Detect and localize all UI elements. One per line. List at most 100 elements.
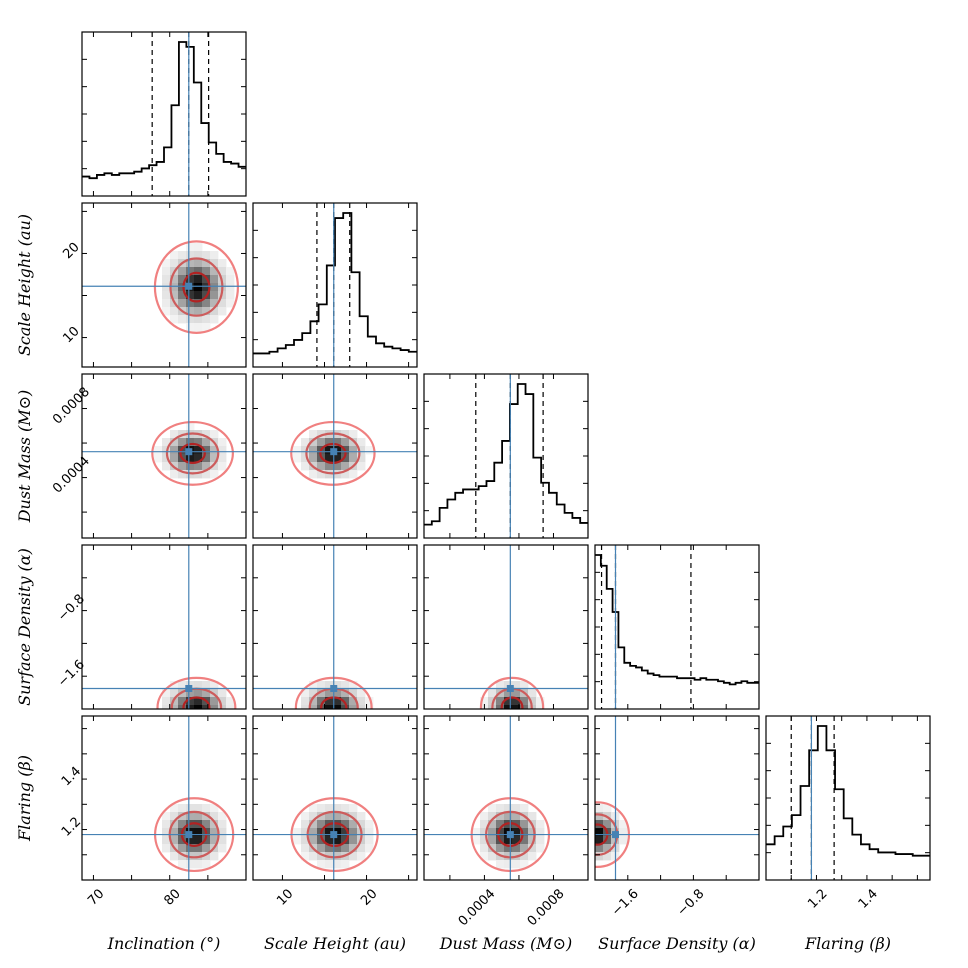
- density-cell: [178, 299, 187, 308]
- density-cell: [194, 259, 203, 268]
- density-cell: [301, 852, 310, 861]
- density-cell: [496, 844, 505, 853]
- density-cell: [333, 438, 342, 447]
- density-cell: [317, 697, 326, 706]
- density-cell: [194, 307, 203, 316]
- contour-level-1: [179, 442, 206, 465]
- density-cell: [512, 804, 521, 813]
- density-cell: [293, 836, 302, 845]
- density-cell: [317, 836, 326, 845]
- density-cell: [301, 462, 310, 471]
- x-axis-label-inclination: Inclination (°): [107, 934, 221, 953]
- density-cell: [186, 323, 195, 332]
- density-cell: [202, 438, 211, 447]
- density-cell: [325, 446, 334, 455]
- density-cell: [178, 705, 187, 709]
- density-cell: [218, 462, 227, 471]
- density-cell: [309, 697, 318, 706]
- density-cell: [162, 438, 171, 447]
- y-tick-label: 0.0008: [50, 385, 93, 428]
- density-cell: [333, 812, 342, 821]
- density-cell: [357, 705, 366, 709]
- density-cell: [536, 697, 545, 706]
- density-cell: [301, 697, 310, 706]
- density-cell: [154, 454, 163, 463]
- x-axis-label-surface-density: Surface Density (α): [598, 934, 756, 953]
- truth-marker: [506, 685, 514, 692]
- density-cell: [218, 705, 227, 709]
- density-cell: [520, 804, 529, 813]
- density-cell: [325, 438, 334, 447]
- density-cell: [202, 860, 211, 869]
- density-cell: [528, 844, 537, 853]
- density-cell: [496, 828, 505, 837]
- density-cell: [162, 836, 171, 845]
- density-cell: [194, 470, 203, 479]
- density-cell: [226, 697, 235, 706]
- density-cell: [170, 828, 179, 837]
- density-cell: [162, 828, 171, 837]
- density-cell: [162, 462, 171, 471]
- density-cell: [210, 291, 219, 300]
- density-cell: [309, 705, 318, 709]
- density-cell: [202, 267, 211, 276]
- density-cell: [603, 820, 612, 829]
- density-cell: [194, 828, 203, 837]
- density-cell: [349, 689, 358, 698]
- density-cell: [202, 462, 211, 471]
- density-cell: [186, 438, 195, 447]
- density-cell: [218, 438, 227, 447]
- density-cell: [317, 844, 326, 853]
- truth-marker: [330, 685, 338, 692]
- density-cell: [333, 836, 342, 845]
- density-cell: [226, 275, 235, 284]
- density-cell: [325, 804, 334, 813]
- x-tick-label: −1.6: [609, 886, 642, 919]
- density-cell: [341, 705, 350, 709]
- density-cell: [349, 470, 358, 479]
- y-tick-label: 0.0004: [50, 454, 93, 497]
- density-cell: [210, 299, 219, 308]
- density-cell: [194, 812, 203, 821]
- density-cell: [333, 804, 342, 813]
- density-cell: [365, 844, 374, 853]
- density-cell: [512, 828, 521, 837]
- panel-border: [252, 544, 418, 710]
- density-cell: [218, 697, 227, 706]
- density-cell: [317, 470, 326, 479]
- density-cell: [210, 283, 219, 292]
- density-cell: [186, 259, 195, 268]
- panel-scale_height-vs-flaring: [253, 716, 417, 880]
- density-cell: [520, 681, 529, 690]
- density-cell: [202, 470, 211, 479]
- density-cell: [480, 697, 489, 706]
- density-cell: [178, 315, 187, 324]
- histogram-step-line: [766, 725, 930, 857]
- density-cell: [309, 836, 318, 845]
- density-cell: [218, 454, 227, 463]
- x-tick-label: 70: [85, 886, 107, 908]
- density-cell: [309, 430, 318, 439]
- density-cell: [496, 804, 505, 813]
- density-cell: [186, 299, 195, 308]
- density-cell: [301, 446, 310, 455]
- density-cell: [210, 251, 219, 260]
- density-cell: [178, 462, 187, 471]
- density-cell: [496, 812, 505, 821]
- density-cell: [536, 836, 545, 845]
- density-cell: [202, 315, 211, 324]
- contour-level-1: [182, 271, 211, 303]
- density-cell: [162, 291, 171, 300]
- density-cell: [218, 259, 227, 268]
- density-cell: [301, 828, 310, 837]
- density-cell: [341, 804, 350, 813]
- density-cell: [202, 323, 211, 332]
- density-cell: [301, 689, 310, 698]
- density-cell: [178, 251, 187, 260]
- density-cell: [162, 299, 171, 308]
- density-cell: [194, 438, 203, 447]
- density-cell: [218, 307, 227, 316]
- density-cell: [309, 446, 318, 455]
- density-cell: [293, 446, 302, 455]
- density-cell: [293, 454, 302, 463]
